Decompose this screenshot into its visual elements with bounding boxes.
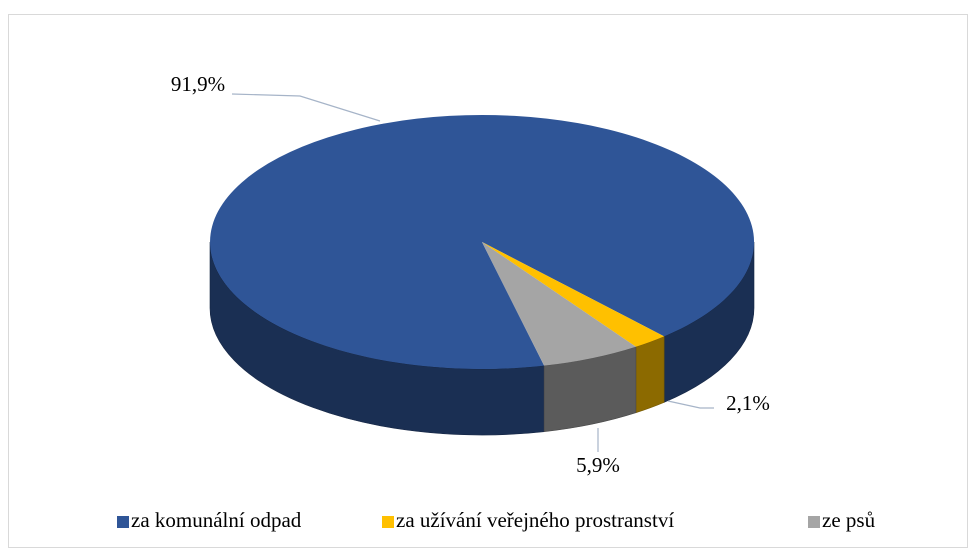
leader-line <box>667 400 714 409</box>
legend-label: za komunální odpad <box>131 508 302 532</box>
slice <box>482 242 665 347</box>
slice-side <box>635 335 665 414</box>
legend-swatch <box>382 516 394 528</box>
slice <box>210 114 755 369</box>
data-label: 91,9% <box>171 72 225 96</box>
leader-line <box>231 93 381 122</box>
legend-swatch <box>808 516 820 528</box>
legend-label: ze psů <box>822 508 876 532</box>
data-label: 2,1% <box>726 391 770 415</box>
data-label: 5,9% <box>576 453 620 477</box>
slice-side <box>209 241 545 436</box>
legend-label: za užívání veřejného prostranství <box>396 508 674 532</box>
legend-swatch <box>117 516 129 528</box>
slice <box>482 242 636 366</box>
